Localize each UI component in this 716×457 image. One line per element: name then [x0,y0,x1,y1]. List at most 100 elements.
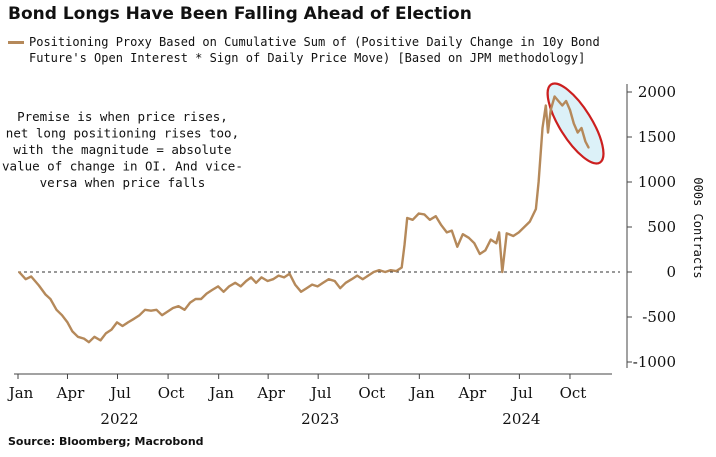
x-year-label: 2023 [301,410,339,428]
data-point [260,276,263,279]
x-year-label: 2024 [502,410,540,428]
data-point [316,285,319,288]
data-point [423,213,426,216]
annotation-line: value of change in OI. And vice- [2,159,243,174]
y-tick-label: 1000 [638,173,676,191]
data-point [356,274,359,277]
data-point [266,280,269,282]
y-tick-label: 0 [666,263,676,281]
data-point [105,332,107,335]
y-tick-label: 2000 [638,83,676,101]
data-point [277,274,280,277]
data-point [561,104,564,107]
x-tick-label: Apr [256,384,285,402]
data-point [44,293,47,296]
data-point [61,314,63,317]
data-point [93,335,96,338]
data-point [250,276,253,279]
x-tick-label: Jan [408,384,435,402]
data-point [77,335,79,338]
data-point [127,321,129,324]
data-point [495,242,498,245]
data-point [389,269,392,272]
data-point [144,308,146,311]
data-point [83,337,85,340]
data-point [428,218,431,221]
data-point [434,215,437,218]
legend-line-2: Future's Open Interest * Sign of Daily P… [29,51,586,65]
data-point [450,229,453,232]
data-point [38,284,40,287]
data-point [228,285,231,288]
data-point [177,305,180,308]
data-point [155,308,158,311]
data-point [544,104,547,107]
data-point [484,249,487,252]
data-point [194,298,197,300]
data-point [305,287,308,290]
x-tick-label: Oct [560,384,587,402]
data-point [505,232,508,235]
legend-line-1: Positioning Proxy Based on Cumulative Su… [29,35,600,49]
data-point [172,307,174,309]
data-point [461,233,464,236]
axes-layer: 2000 1500 1000 500 0 -500 -1000 Jan Apr Jul Oct Jan… [7,83,676,428]
data-point [205,292,208,295]
data-point [523,226,526,228]
data-point [138,314,141,317]
data-point [161,314,163,317]
y-tick-label: 1500 [638,128,676,146]
y-tick-label: 500 [647,218,676,236]
data-point [150,309,152,312]
annotation-line: versa when price falls [40,175,206,190]
data-point [528,220,531,223]
data-point [133,317,135,320]
data-point [549,109,552,111]
data-point [395,270,398,272]
data-point [30,275,33,278]
data-point [498,231,500,234]
data-point [489,238,492,241]
chart-title: Bond Longs Have Been Falling Ahead of El… [8,4,472,24]
data-point [339,287,342,290]
x-tick-label: Jul [510,384,533,402]
data-point [327,278,330,281]
y-axis-label: 000s Contracts [691,177,705,278]
data-point [110,328,113,331]
x-tick-label: Jul [108,384,131,402]
data-point [361,278,364,281]
data-point [189,301,192,304]
data-point [445,231,448,234]
data-point [200,298,203,300]
annotation-line: net long positioning rises too, [6,125,239,140]
data-point [322,281,324,284]
legend-label: Positioning Proxy Based on Cumulative Su… [29,34,709,66]
data-point [350,278,353,281]
data-point [535,208,537,210]
x-year-label: 2022 [100,410,138,428]
data-point [211,289,214,291]
data-point [569,109,571,111]
data-point [24,278,27,281]
data-point [537,181,540,183]
data-point [300,290,302,293]
data-point [512,235,515,237]
data-point [456,245,459,248]
data-point [288,272,291,275]
legend-swatch [8,41,24,44]
data-point [473,242,476,245]
data-point [557,100,560,102]
source-note: Source: Bloomberg; Macrobond [8,435,204,448]
x-tick-label: Oct [358,384,385,402]
data-point [553,95,556,98]
data-point [255,281,257,284]
data-point [587,146,590,149]
data-point [49,298,52,300]
data-point [272,278,274,281]
data-point [66,321,69,324]
annotation-layer: Premise is when price rises,net long pos… [2,109,243,190]
legend: Positioning Proxy Based on Cumulative Su… [8,34,709,66]
data-point [166,310,169,313]
data-point [55,308,58,311]
